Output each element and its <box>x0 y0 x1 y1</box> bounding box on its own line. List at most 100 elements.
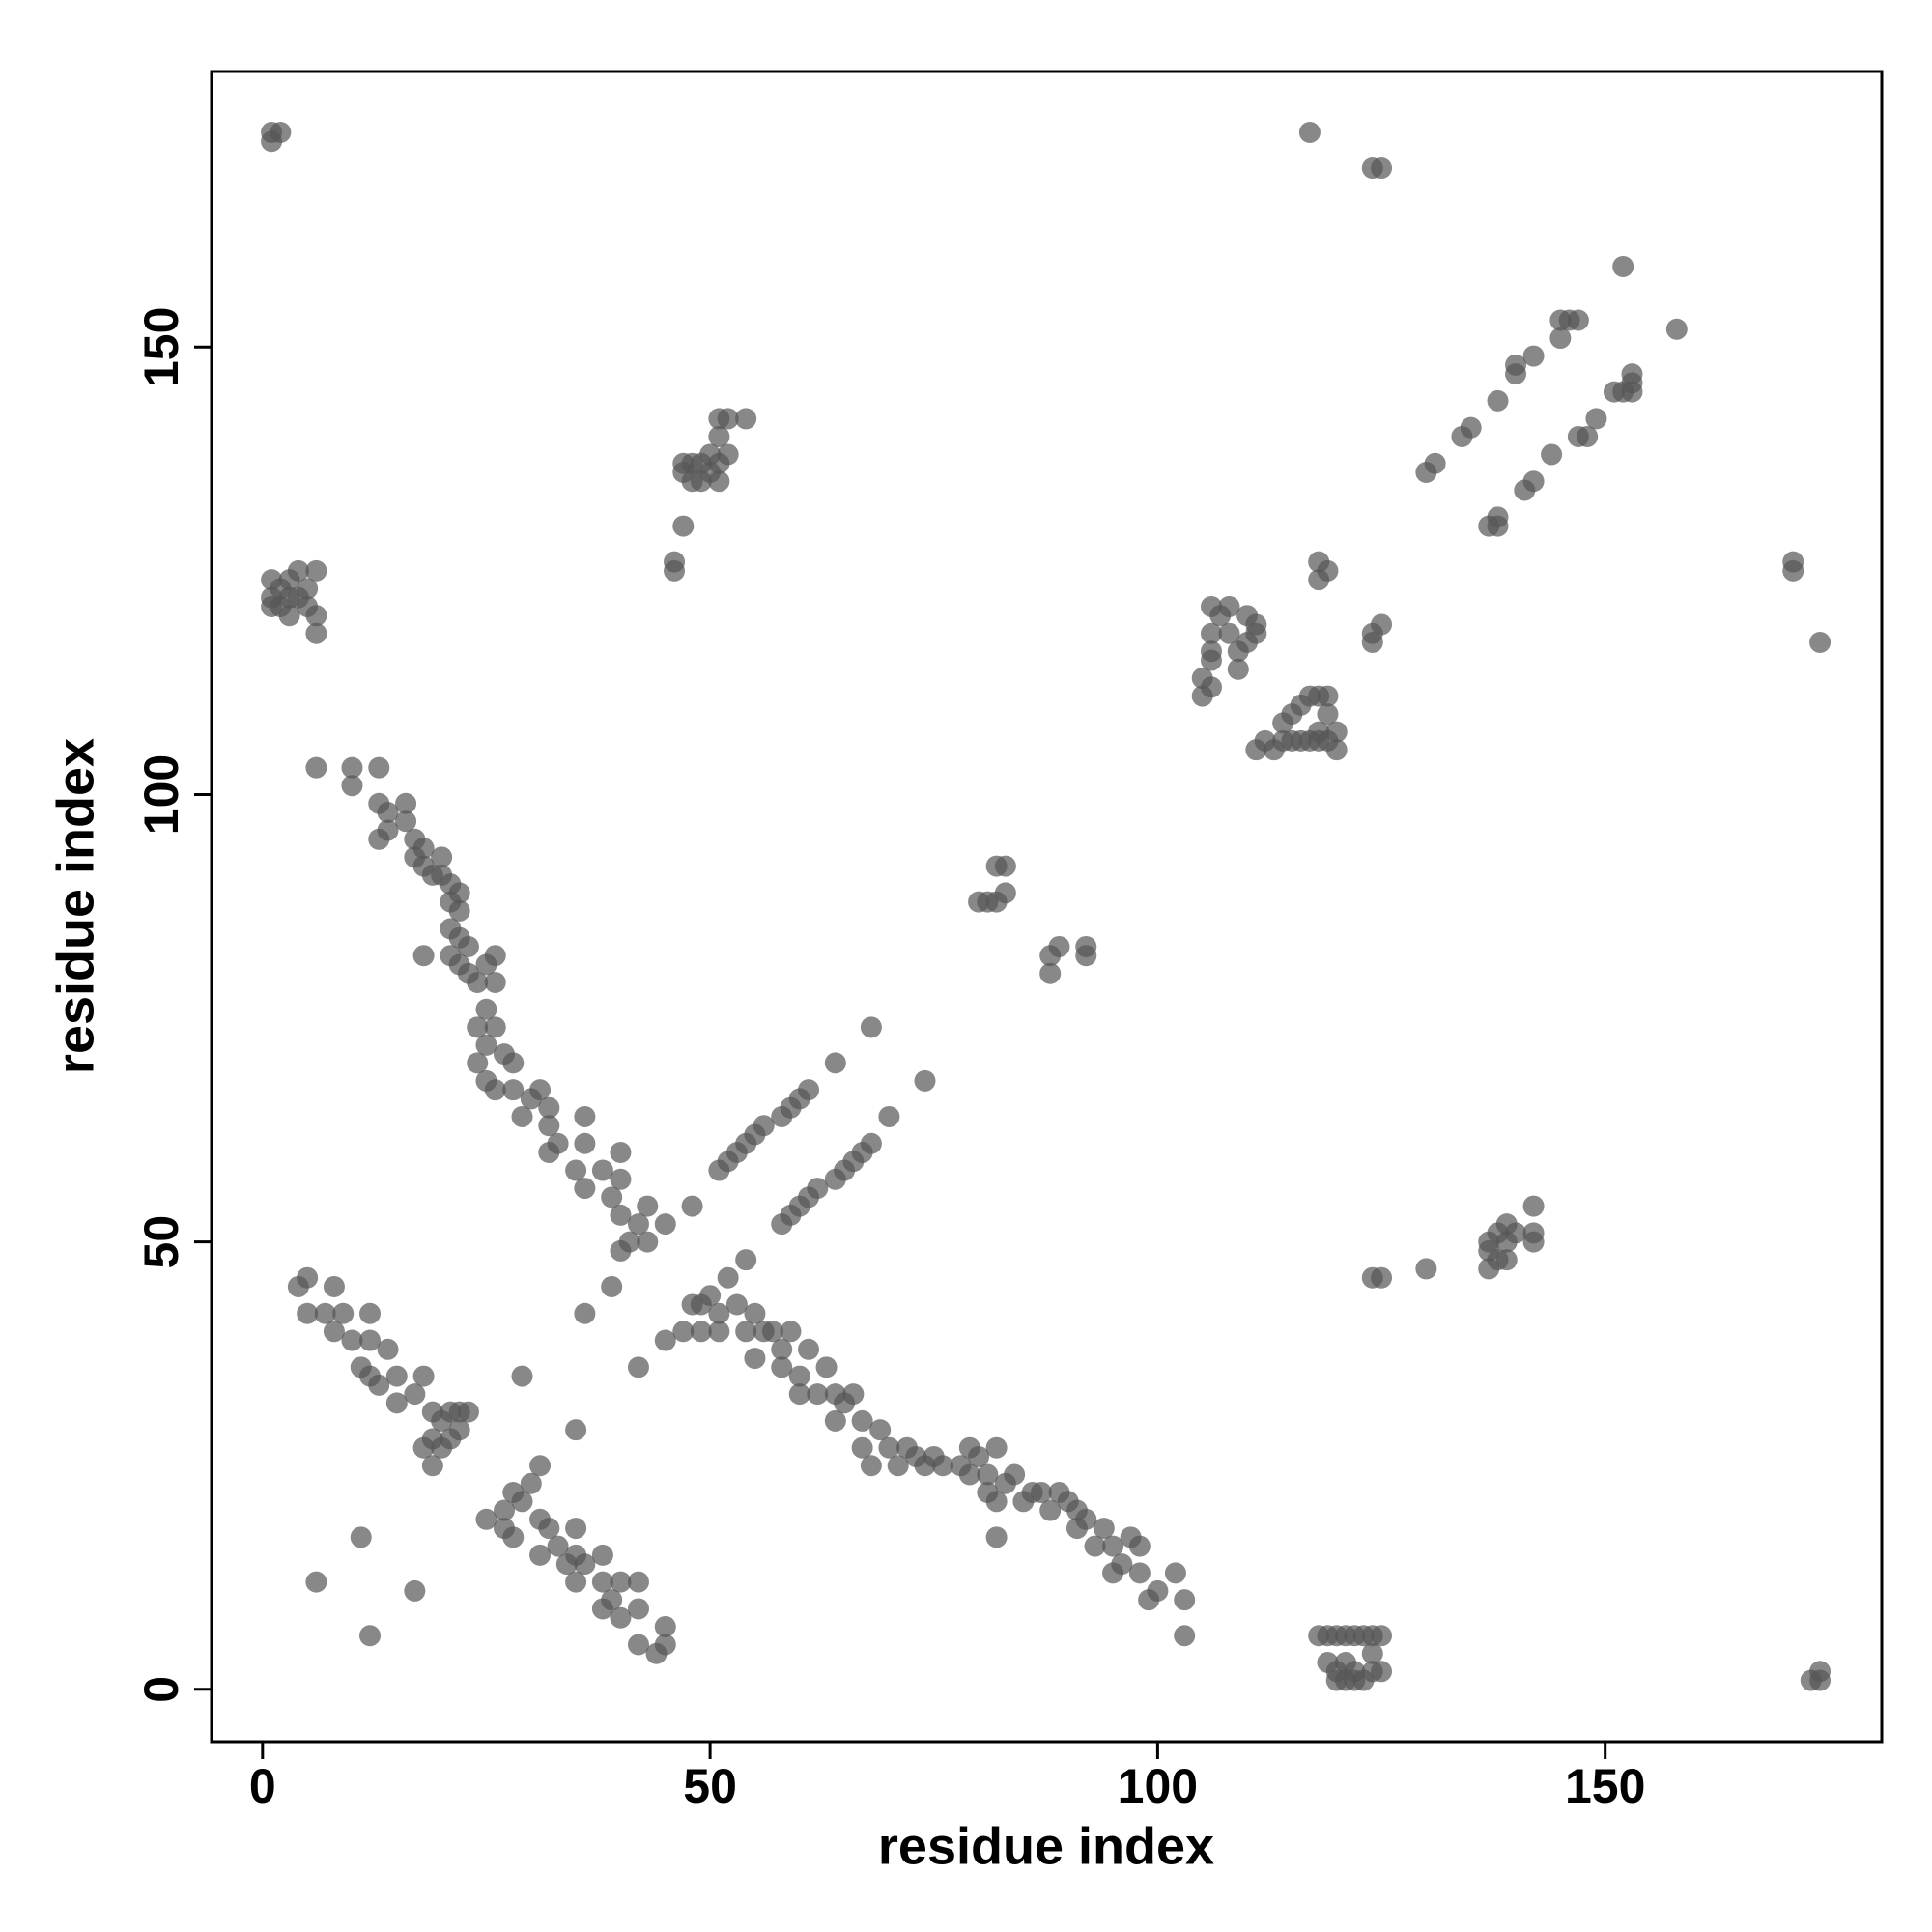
point <box>798 1338 820 1360</box>
point <box>1004 1463 1026 1486</box>
point <box>1174 1589 1196 1611</box>
point <box>368 1374 390 1396</box>
point <box>708 1321 730 1343</box>
point <box>421 1455 443 1477</box>
point <box>1522 470 1545 493</box>
point <box>637 1231 659 1253</box>
point <box>1111 1553 1133 1576</box>
point <box>574 1553 596 1576</box>
point <box>1495 1249 1518 1271</box>
point <box>574 1105 596 1127</box>
point <box>484 1016 506 1038</box>
point <box>735 1321 757 1343</box>
point <box>502 1052 525 1074</box>
point <box>1612 255 1634 277</box>
point <box>788 1365 810 1387</box>
point <box>538 1096 560 1119</box>
point <box>1371 157 1393 180</box>
x-tick-label: 0 <box>249 1759 276 1813</box>
point <box>1218 595 1240 617</box>
point <box>985 1526 1008 1548</box>
point <box>627 1634 649 1656</box>
point <box>1665 318 1688 340</box>
point <box>807 1178 829 1200</box>
point <box>359 1302 382 1324</box>
point <box>1371 1266 1393 1289</box>
point <box>1415 1258 1437 1280</box>
point <box>565 1419 587 1441</box>
point <box>511 1365 533 1387</box>
point <box>297 1302 319 1324</box>
point <box>547 1132 569 1154</box>
point <box>529 1079 552 1101</box>
point <box>314 1302 336 1324</box>
point <box>780 1321 802 1343</box>
point <box>1522 1195 1545 1217</box>
point <box>1200 640 1222 663</box>
point <box>448 899 470 922</box>
point <box>601 1275 623 1297</box>
point <box>431 1436 453 1459</box>
point <box>1522 345 1545 367</box>
point <box>368 756 390 779</box>
point <box>627 1356 649 1378</box>
point <box>1030 1482 1052 1504</box>
point <box>412 945 435 967</box>
point <box>1317 703 1339 725</box>
point <box>1621 381 1643 403</box>
point <box>1317 685 1339 707</box>
point <box>297 1266 319 1289</box>
point <box>1621 363 1643 385</box>
point <box>681 1195 703 1217</box>
point <box>798 1079 820 1101</box>
y-tick-label: 150 <box>134 307 188 387</box>
point <box>484 1079 506 1101</box>
point <box>977 1463 999 1486</box>
point <box>690 470 712 493</box>
point <box>761 1321 783 1343</box>
point <box>448 882 470 904</box>
point <box>1093 1518 1115 1540</box>
point <box>565 1571 587 1593</box>
point <box>645 1642 668 1664</box>
point <box>815 1356 838 1378</box>
point <box>771 1356 793 1378</box>
point <box>591 1159 613 1181</box>
point <box>475 1508 497 1530</box>
point <box>1075 945 1097 967</box>
point <box>404 1383 426 1406</box>
point <box>610 1142 632 1164</box>
point <box>1371 1625 1393 1647</box>
point <box>385 1392 408 1414</box>
point <box>1128 1535 1151 1557</box>
point <box>1505 1222 1527 1244</box>
point <box>278 605 300 627</box>
point <box>1487 515 1509 537</box>
point <box>627 1598 649 1620</box>
point <box>359 1625 382 1647</box>
point <box>377 802 399 824</box>
point <box>610 1606 632 1629</box>
point <box>395 810 417 833</box>
point <box>672 515 695 537</box>
point <box>610 1168 632 1190</box>
point <box>807 1383 829 1406</box>
point <box>305 756 327 779</box>
point <box>1308 721 1330 743</box>
point <box>565 1518 587 1540</box>
point <box>431 846 453 868</box>
point <box>851 1436 873 1459</box>
point <box>708 470 730 493</box>
point <box>359 1329 382 1351</box>
point <box>708 1302 730 1324</box>
point <box>475 1034 497 1056</box>
point <box>968 1445 990 1467</box>
point <box>412 1436 435 1459</box>
point <box>1218 622 1240 644</box>
point <box>332 1302 355 1324</box>
x-axis-label: residue index <box>878 1817 1214 1875</box>
point <box>637 1195 659 1217</box>
point <box>1272 712 1294 734</box>
point <box>994 855 1016 877</box>
